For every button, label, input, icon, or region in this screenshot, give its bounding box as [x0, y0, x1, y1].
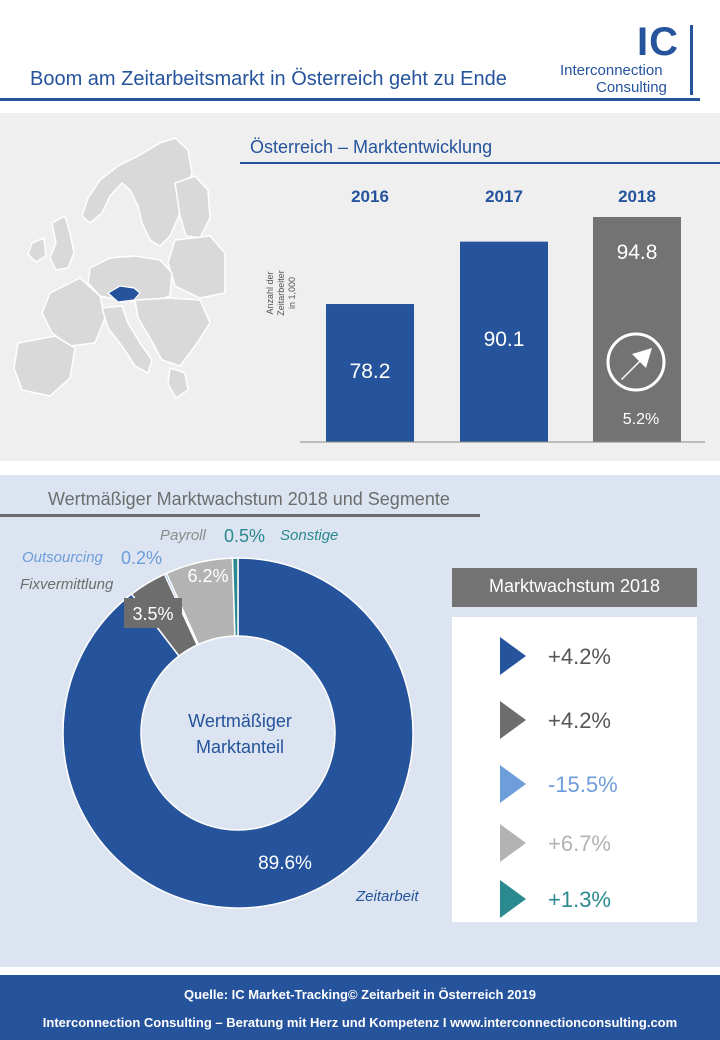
- growth-marker-icon-3: [500, 824, 526, 862]
- title-underline: [0, 98, 700, 101]
- y-axis-label-line2: Zeitarbeiter: [276, 270, 286, 316]
- growth-2018-label: 5.2%: [623, 411, 659, 428]
- footer-bar: [0, 975, 720, 1040]
- growth-header-title: Marktwachstum 2018: [488, 576, 661, 596]
- slice-value-fixvermittlung: 3.5%: [132, 604, 173, 624]
- slice-value-box-fixvermittlung: [124, 598, 182, 628]
- category-label-2018: 2018: [618, 187, 656, 206]
- category-label-2017: 2017: [485, 187, 523, 206]
- footer-source: Quelle: IC Market-Tracking© Zeitarbeit i…: [183, 987, 537, 1002]
- slice-name-outsourcing: Outsourcing: [22, 549, 104, 566]
- slice-sonstige: [231, 557, 239, 637]
- austria-highlight: [106, 285, 141, 303]
- europe-map: [13, 137, 226, 400]
- growth-value-3: +6.7%: [548, 831, 611, 856]
- footer-contact: Interconnection Consulting – Beratung mi…: [42, 1015, 678, 1030]
- y-axis-label-line1: Anzahl der: [265, 271, 275, 314]
- balkans-shape: [134, 297, 211, 367]
- category-label-2016: 2016: [351, 187, 389, 206]
- market-chart-underline: [240, 162, 720, 164]
- growth-value-2: -15.5%: [548, 772, 618, 797]
- logo-text-line2: Consulting: [596, 79, 667, 96]
- bar-value-2018: 94.8: [617, 241, 658, 264]
- italy-shape: [101, 305, 153, 375]
- growth-header-box: [452, 568, 697, 607]
- slice-zeitarbeit: [62, 557, 414, 909]
- eastern-europe-shape: [167, 235, 226, 299]
- scandinavia-shape: [81, 137, 193, 247]
- growth-value-4: +1.3%: [548, 887, 611, 912]
- growth-list-panel: [452, 617, 697, 922]
- donut-chart: 89.6% Zeitarbeit 3.5% Fixvermittlung Outsour…: [20, 526, 419, 909]
- growth-value-0: +4.2%: [548, 644, 611, 669]
- slice-name-sonstige: Sonstige: [280, 527, 338, 544]
- slice-name-fixvermittlung: Fixvermittlung: [20, 576, 114, 593]
- slice-name-zeitarbeit: Zeitarbeit: [355, 888, 419, 905]
- bar-2017: [460, 241, 548, 442]
- greece-shape: [167, 366, 189, 400]
- logo-divider: [690, 25, 693, 95]
- bar-chart: 2016 78.2 2017 90.1 2018 94.8 5.2%: [300, 187, 705, 443]
- donut-center-label-line2: Marktanteil: [195, 737, 285, 757]
- arrow-circle-up-right-icon: [606, 332, 666, 392]
- y-axis-label: Anzahl der Zeitarbeiter in 1,000: [265, 270, 297, 316]
- iberia-shape: [13, 335, 76, 397]
- france-shape: [41, 277, 106, 347]
- ireland-shape: [27, 236, 47, 263]
- slice-value-outsourcing: 0.2%: [121, 548, 162, 568]
- growth-value-1: +4.2%: [548, 708, 611, 733]
- segments-title-underline: [0, 514, 480, 517]
- slice-name-payroll: Payroll: [160, 527, 207, 544]
- finland-shape: [174, 175, 211, 239]
- market-chart-title: Österreich – Marktentwicklung: [250, 137, 493, 157]
- slice-value-payroll: 6.2%: [187, 566, 228, 586]
- bar-value-2017: 90.1: [484, 328, 525, 351]
- slice-value-sonstige: 0.5%: [224, 526, 265, 546]
- slice-value-zeitarbeit: 89.6%: [258, 853, 312, 874]
- growth-marker-icon-0: [500, 637, 526, 675]
- y-axis-label-line3: in 1,000: [287, 277, 297, 309]
- uk-shape: [49, 214, 75, 271]
- bar-value-2016: 78.2: [350, 360, 391, 383]
- growth-marker-icon-2: [500, 765, 526, 803]
- growth-marker-icon-1: [500, 701, 526, 739]
- bar-2018: [593, 217, 681, 442]
- donut-center-label-line1: Wertmäßiger: [188, 711, 292, 731]
- logo-text-line1: Interconnection: [560, 62, 663, 79]
- growth-marker-icon-4: [500, 880, 526, 918]
- segments-title: Wertmäßiger Marktwachstum 2018 und Segme…: [48, 489, 450, 509]
- logo-mark: IC: [637, 20, 679, 64]
- donut-center-label: Wertmäßiger Marktanteil: [150, 708, 330, 760]
- page-title: Boom am Zeitarbeitsmarkt in Österreich g…: [30, 68, 507, 90]
- growth-list: +4.2% +4.2% -15.5% +6.7% +1.3%: [500, 637, 618, 918]
- bar-2016: [326, 304, 414, 442]
